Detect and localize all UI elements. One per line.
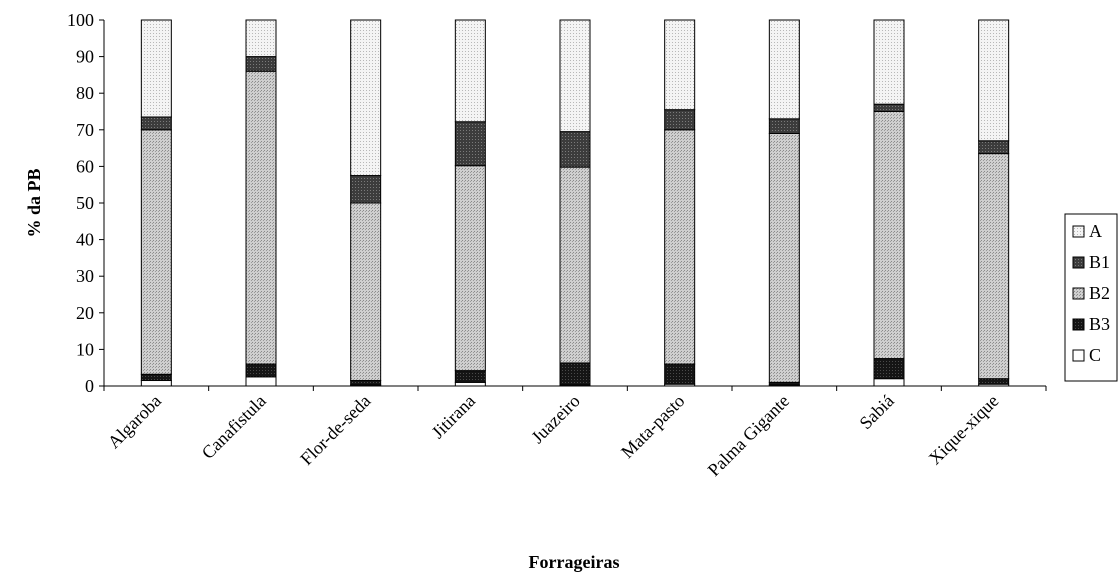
y-tick-label: 40 xyxy=(76,230,94,250)
category-label: Flor-de-seda xyxy=(296,391,374,469)
bar-segment-b2 xyxy=(768,132,800,383)
category-label: Canafistula xyxy=(198,391,270,463)
bar-segment-b3 xyxy=(664,363,696,385)
bar-segment-b3 xyxy=(140,373,172,382)
bar-segment-c xyxy=(140,380,172,387)
bar-segment-a xyxy=(454,19,486,123)
bar-segment-b2 xyxy=(350,202,382,382)
bar-segment-b1 xyxy=(873,103,905,112)
bar-segment-b2 xyxy=(559,166,591,364)
bar-segment-b2 xyxy=(454,165,486,372)
y-tick-label: 30 xyxy=(76,266,94,286)
bars xyxy=(140,19,1010,387)
y-tick-label: 70 xyxy=(76,120,94,140)
y-tick-label: 20 xyxy=(76,303,94,323)
y-axis-title: % da PB xyxy=(24,168,44,237)
bar-segment-c xyxy=(245,376,277,387)
bar-segment-a xyxy=(664,19,696,111)
y-tick-label: 90 xyxy=(76,47,94,67)
bar-segment-b3 xyxy=(559,362,591,386)
x-axis-title: Forrageiras xyxy=(529,552,620,572)
bar-segment-b3 xyxy=(873,358,905,380)
bar-segment-a xyxy=(350,19,382,177)
bar-segment-b1 xyxy=(454,121,486,167)
category-label: Sabiá xyxy=(855,391,897,433)
bar-segment-a xyxy=(768,19,800,120)
category-label: Xique-xique xyxy=(925,391,1003,469)
bar-segment-a xyxy=(873,19,905,105)
category-label: Algaroba xyxy=(104,391,166,453)
bar-segment-b1 xyxy=(140,116,172,131)
bar-segment-a xyxy=(978,19,1010,142)
bar-segment-b1 xyxy=(978,140,1010,155)
category-labels: Algaroba Canafistula Flor-de-seda Jitirana J… xyxy=(104,391,1003,480)
bar-segment-b1 xyxy=(350,175,382,204)
legend-label-a: A xyxy=(1089,221,1102,241)
category-label: Juazeiro xyxy=(527,391,584,448)
legend-label-b2: B2 xyxy=(1089,283,1110,303)
legend-swatch-c xyxy=(1072,349,1085,362)
bar-segment-b2 xyxy=(873,111,905,360)
bar-segment-b2 xyxy=(140,129,172,375)
y-tick-label: 50 xyxy=(76,193,94,213)
category-label: Mata-pasto xyxy=(617,391,688,462)
y-tick-label: 0 xyxy=(85,376,94,396)
y-tick-label: 80 xyxy=(76,83,94,103)
bar-segment-c xyxy=(873,378,905,387)
legend-swatch-b3 xyxy=(1072,318,1085,331)
bar-segment-b1 xyxy=(245,56,277,72)
legend-swatch-b1 xyxy=(1072,256,1085,269)
bar-segment-b2 xyxy=(245,70,277,365)
bar-segment-a xyxy=(245,19,277,58)
y-tick-label: 10 xyxy=(76,339,94,359)
y-tick-label: 100 xyxy=(67,10,94,30)
legend: A B1 B2 B3 C xyxy=(1064,213,1118,382)
bar-segment-b2 xyxy=(978,153,1010,380)
legend-label-c: C xyxy=(1089,345,1101,365)
bar-segment-c xyxy=(454,381,486,387)
bar-segment-b3 xyxy=(978,378,1010,385)
axes: 0 10 20 30 40 50 60 70 80 90 100 xyxy=(67,10,1047,396)
bar-segment-b1 xyxy=(559,131,591,168)
y-tick-label: 60 xyxy=(76,156,94,176)
legend-label-b1: B1 xyxy=(1089,252,1110,272)
bar-segment-a xyxy=(559,19,591,133)
legend-swatch-a xyxy=(1072,225,1085,238)
bar-segment-b3 xyxy=(245,363,277,378)
bar-segment-a xyxy=(140,19,172,118)
legend-label-b3: B3 xyxy=(1089,314,1110,334)
bar-segment-b1 xyxy=(768,118,800,134)
bar-segment-b1 xyxy=(664,109,696,131)
bar-segment-b2 xyxy=(664,129,696,365)
bar-segment-b3 xyxy=(454,370,486,383)
category-label: Palma Gigante xyxy=(704,391,793,480)
bar-segment-b3 xyxy=(350,380,382,386)
category-label: Jitirana xyxy=(428,391,480,443)
legend-swatch-b2 xyxy=(1072,287,1085,300)
